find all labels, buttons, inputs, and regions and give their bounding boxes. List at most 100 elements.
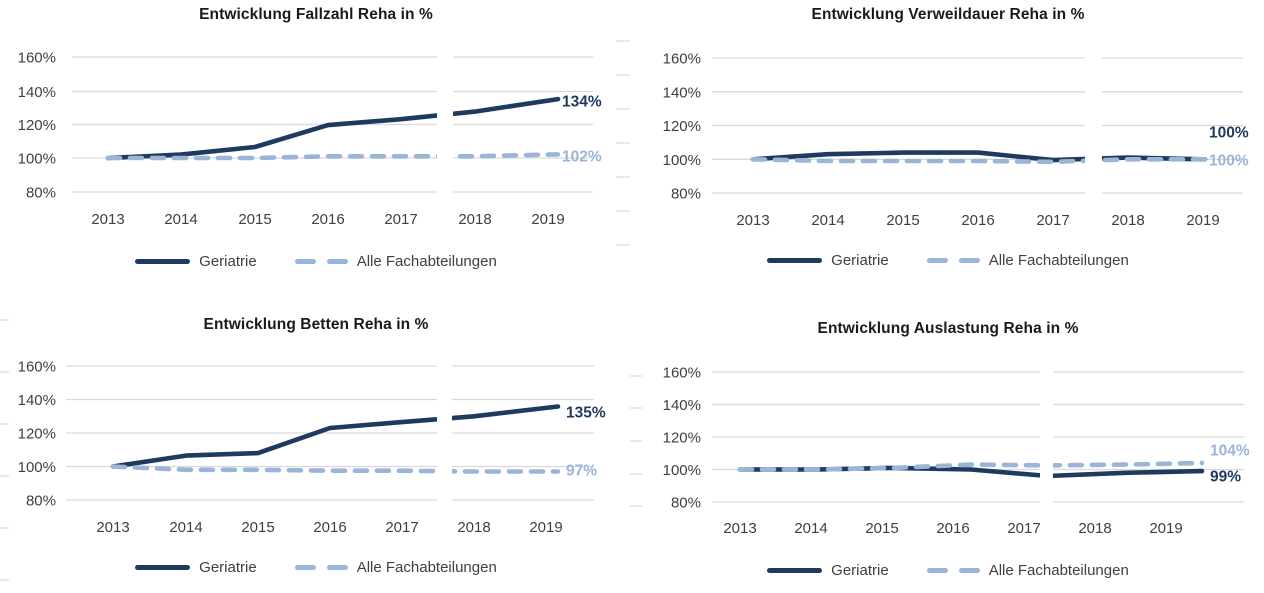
y-tick-label: 100% (663, 462, 701, 479)
x-tick-label: 2015 (865, 520, 898, 537)
x-tick-label: 2013 (736, 212, 769, 229)
x-tick-label: 2016 (961, 212, 994, 229)
legend-label-alle-fachabteilungen: Alle Fachabteilungen (988, 252, 1129, 269)
legend-label-geriatrie: Geriatrie (199, 559, 257, 576)
y-tick-label: 140% (18, 392, 56, 409)
x-tick-label: 2013 (91, 211, 124, 228)
x-tick-label: 2015 (241, 519, 274, 536)
chart-title: Entwicklung Verweildauer Reha in % (811, 6, 1085, 23)
chart-auslastung: Entwicklung Auslastung Reha in % 160% 140… (632, 296, 1264, 593)
alle-fachabteilungen-dash-swatch (294, 565, 348, 570)
y-tick-label: 160% (18, 359, 56, 376)
x-tick-label: 2018 (457, 519, 490, 536)
alle-fachabteilungen-dash-swatch (294, 259, 348, 264)
x-tick-label: 2019 (531, 211, 564, 228)
series-line-alle-fachabteilungen (110, 464, 561, 474)
alle-fachabteilungen-dash-swatch (926, 258, 980, 263)
x-tick-label: 2019 (529, 519, 562, 536)
screenshot-seam (437, 356, 452, 512)
series-line-alle-fachabteilungen (105, 152, 561, 161)
line-plot: 160% 140% 120% 100% 80% 2013 2014 2015 2016 2017 2… (663, 362, 1250, 537)
y-tick-label: 160% (663, 365, 701, 382)
legend-label-geriatrie: Geriatrie (199, 253, 257, 270)
y-tick-label: 100% (663, 152, 701, 169)
line-plot: 160% 140% 120% 100% 80% 2013 2014 2015 2016 2017 2… (663, 48, 1249, 229)
y-tick-label: 80% (26, 493, 56, 510)
y-tick-label: 100% (18, 459, 56, 476)
chart-betten: Entwicklung Betten Reha in % 160% 140% 120… (0, 296, 632, 593)
x-tick-label: 2018 (1111, 212, 1144, 229)
value-label-geriatrie: 100% (1209, 125, 1249, 142)
line-plot: 160% 140% 120% 100% 80% 2013 2014 2015 2016 2017 2… (18, 356, 606, 536)
x-tick-label: 2017 (384, 211, 417, 228)
y-tick-label: 140% (18, 84, 56, 101)
y-tick-label: 160% (18, 50, 56, 67)
geriatrie-line-swatch (135, 565, 191, 570)
value-label-alle-fachabteilungen: 100% (1209, 153, 1249, 170)
series-line-geriatrie (750, 150, 1208, 163)
geriatrie-line-swatch (135, 259, 191, 264)
legend-label-geriatrie: Geriatrie (831, 562, 889, 579)
x-tick-label: 2014 (811, 212, 844, 229)
x-tick-label: 2015 (238, 211, 271, 228)
y-tick-label: 140% (663, 84, 701, 101)
x-tick-label: 2019 (1186, 212, 1219, 229)
line-plot: 160% 140% 120% 100% 80% 2013 2014 2015 2016 2017 2… (18, 47, 602, 228)
x-tick-label: 2016 (311, 211, 344, 228)
chart-fallzahl: Entwicklung Fallzahl Reha in % 160% 140% 1… (0, 0, 632, 296)
x-tick-label: 2018 (1078, 520, 1111, 537)
chart-legend: Geriatrie Alle Fachabteilungen (632, 562, 1264, 579)
chart-title: Entwicklung Fallzahl Reha in % (199, 6, 433, 23)
y-tick-label: 80% (671, 495, 701, 512)
legend-label-geriatrie: Geriatrie (831, 252, 889, 269)
x-tick-label: 2017 (385, 519, 418, 536)
value-label-geriatrie: 99% (1210, 469, 1241, 486)
chart-title: Entwicklung Betten Reha in % (203, 316, 429, 333)
x-tick-label: 2018 (458, 211, 491, 228)
value-label-alle-fachabteilungen: 102% (562, 149, 602, 166)
series-line-geriatrie (105, 96, 561, 161)
screenshot-seam (1040, 362, 1053, 514)
x-tick-label: 2013 (723, 520, 756, 537)
x-tick-label: 2017 (1007, 520, 1040, 537)
x-tick-label: 2016 (313, 519, 346, 536)
x-tick-label: 2016 (936, 520, 969, 537)
x-tick-label: 2014 (164, 211, 197, 228)
legend-label-alle-fachabteilungen: Alle Fachabteilungen (988, 562, 1129, 579)
chart-legend: Geriatrie Alle Fachabteilungen (0, 559, 632, 576)
chart-legend: Geriatrie Alle Fachabteilungen (0, 253, 632, 270)
value-label-geriatrie: 134% (562, 94, 602, 111)
chart-legend: Geriatrie Alle Fachabteilungen (632, 252, 1264, 269)
y-tick-label: 120% (18, 117, 56, 134)
y-tick-label: 120% (663, 430, 701, 447)
geriatrie-line-swatch (767, 258, 823, 263)
y-tick-label: 100% (18, 151, 56, 168)
series-line-alle-fachabteilungen (737, 460, 1205, 472)
x-tick-label: 2017 (1036, 212, 1069, 229)
y-tick-label: 160% (663, 51, 701, 68)
legend-label-alle-fachabteilungen: Alle Fachabteilungen (356, 253, 497, 270)
x-tick-label: 2019 (1149, 520, 1182, 537)
x-tick-label: 2014 (794, 520, 827, 537)
series-line-geriatrie (110, 404, 561, 469)
screenshot-seam (1085, 48, 1102, 205)
y-tick-label: 80% (26, 185, 56, 202)
y-tick-label: 120% (18, 426, 56, 443)
value-label-geriatrie: 135% (566, 405, 606, 422)
value-label-alle-fachabteilungen: 104% (1210, 443, 1250, 460)
y-tick-label: 120% (663, 118, 701, 135)
chart-verweildauer: Entwicklung Verweildauer Reha in % 160% 1… (632, 0, 1264, 296)
alle-fachabteilungen-dash-swatch (926, 568, 980, 573)
screenshot-seam (437, 47, 453, 204)
y-tick-label: 80% (671, 186, 701, 203)
x-tick-label: 2013 (96, 519, 129, 536)
legend-label-alle-fachabteilungen: Alle Fachabteilungen (356, 559, 497, 576)
chart-title: Entwicklung Auslastung Reha in % (817, 320, 1079, 337)
y-tick-label: 140% (663, 397, 701, 414)
x-tick-label: 2015 (886, 212, 919, 229)
x-tick-label: 2014 (169, 519, 202, 536)
series-line-alle-fachabteilungen (750, 157, 1208, 165)
value-label-alle-fachabteilungen: 97% (566, 463, 597, 480)
